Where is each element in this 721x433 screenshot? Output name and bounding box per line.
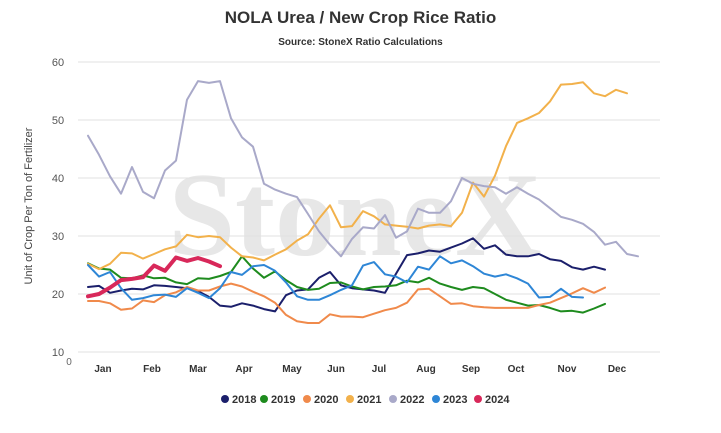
y-tick-label: 10 [52, 347, 64, 359]
legend-item-2018[interactable]: 2018 [221, 394, 256, 406]
legend-marker [303, 395, 311, 403]
x-tick-label: Mar [189, 364, 207, 375]
legend-item-2020[interactable]: 2020 [303, 394, 338, 406]
legend-marker [221, 395, 229, 403]
series-line-2021 [87, 81, 628, 271]
x-tick-label: May [282, 364, 302, 375]
y-axis-label: Unit of Crop Per Ton of Fertilizer [23, 127, 35, 284]
legend-label: 2023 [443, 394, 467, 406]
x-tick-label: Apr [235, 364, 252, 375]
x-tick-label: Oct [508, 364, 525, 375]
chart-title: NOLA Urea / New Crop Rice Ratio [224, 8, 497, 27]
series-line-2022 [87, 80, 639, 258]
y-tick-label: 30 [52, 231, 64, 243]
x-tick-label: Dec [608, 364, 627, 375]
x-tick-label: Jun [327, 364, 345, 375]
legend-label: 2021 [357, 394, 381, 406]
legend-marker [474, 395, 482, 403]
chart-subtitle: Source: StoneX Ratio Calculations [278, 37, 443, 48]
legend-marker [432, 395, 440, 403]
x-tick-label: Jan [94, 364, 111, 375]
legend-label: 2024 [485, 394, 510, 406]
x-tick-label: Sep [462, 364, 480, 375]
y-tick-label: 40 [52, 173, 64, 185]
x-tick-label: Nov [558, 364, 577, 375]
legend-item-2019[interactable]: 2019 [260, 394, 295, 406]
legend-marker [260, 395, 268, 403]
origin-label: 0 [66, 357, 72, 368]
series-line-2019 [87, 255, 606, 314]
y-tick-label: 60 [52, 57, 64, 69]
legend-label: 2022 [400, 394, 424, 406]
legend-marker [346, 395, 354, 403]
legend-marker [389, 395, 397, 403]
legend-item-2022[interactable]: 2022 [389, 394, 424, 406]
series-line-2024 [86, 255, 222, 299]
series-line-2020 [87, 282, 606, 324]
x-tick-label: Feb [143, 364, 161, 375]
series-line-2023 [87, 255, 584, 301]
x-tick-label: Jul [372, 364, 387, 375]
y-tick-label: 50 [52, 115, 64, 127]
legend-label: 2018 [232, 394, 256, 406]
y-tick-label: 20 [52, 289, 64, 301]
watermark: StoneX [168, 148, 541, 281]
legend-item-2021[interactable]: 2021 [346, 394, 381, 406]
legend-item-2024[interactable]: 2024 [474, 394, 510, 406]
legend-item-2023[interactable]: 2023 [432, 394, 467, 406]
x-tick-label: Aug [416, 364, 435, 375]
legend-label: 2020 [314, 394, 338, 406]
legend-label: 2019 [271, 394, 295, 406]
